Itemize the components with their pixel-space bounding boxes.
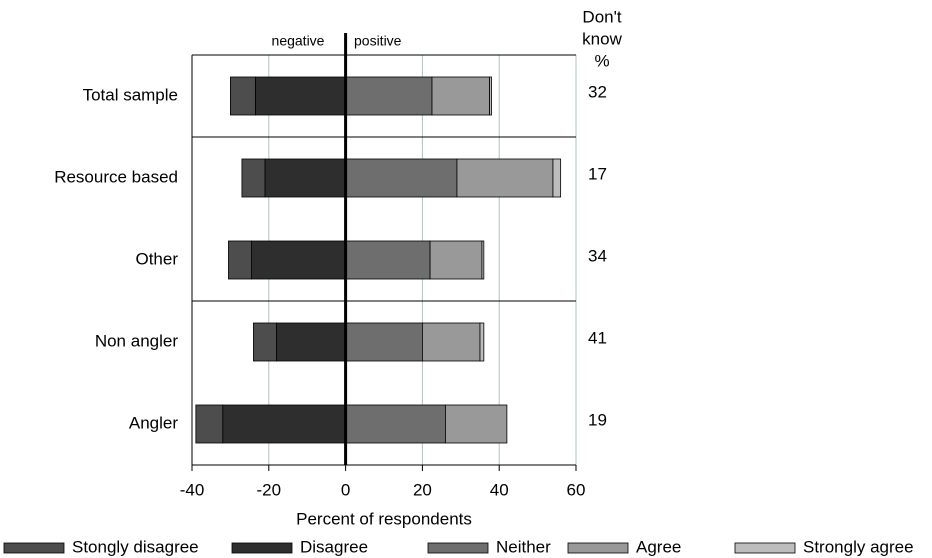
legend-swatch (231, 542, 293, 554)
dont-know-header: % (594, 51, 609, 70)
x-tick-label: 20 (413, 480, 432, 499)
legend-swatch (427, 542, 489, 554)
bar-segment (489, 76, 492, 116)
dont-know-value: 34 (588, 246, 607, 265)
category-label: Other (135, 249, 178, 268)
dont-know-header: know (582, 29, 622, 48)
legend-swatch (567, 542, 629, 554)
dont-know-header: Don't (582, 7, 621, 26)
x-tick-label: -20 (257, 480, 282, 499)
x-tick-label: 0 (341, 480, 350, 499)
bar-segment (264, 158, 346, 198)
bar-segment (431, 76, 490, 116)
bar-segment (479, 322, 485, 362)
bar-segment (241, 158, 266, 198)
bar-segment (345, 240, 431, 280)
dont-know-value: 41 (588, 328, 607, 347)
bar-segment (228, 240, 252, 280)
negative-label: negative (272, 33, 325, 49)
bar-segment (429, 240, 483, 280)
bar-segment (345, 322, 423, 362)
bar-segment (276, 322, 347, 362)
dont-know-value: 17 (588, 164, 607, 183)
x-tick-label: -40 (180, 480, 205, 499)
category-label: Resource based (54, 167, 178, 186)
bar-segment (445, 404, 508, 444)
bar-segment (254, 76, 346, 116)
bar-segment (345, 158, 458, 198)
bar-segment (229, 76, 256, 116)
positive-label: positive (354, 33, 402, 49)
bar-segment (421, 322, 481, 362)
legend-swatch (734, 542, 796, 554)
bar-segment (222, 404, 346, 444)
bar-segment (345, 76, 433, 116)
category-label: Angler (129, 413, 178, 432)
bar-segment (195, 404, 224, 444)
x-tick-label: 60 (567, 480, 586, 499)
dont-know-value: 32 (588, 82, 607, 101)
bar-segment (345, 404, 446, 444)
bar-segment (456, 158, 554, 198)
bar-segment (481, 240, 485, 280)
legend-label: Neither (496, 537, 551, 556)
dont-know-value: 19 (588, 410, 607, 429)
legend-label: Strongly agree (803, 537, 914, 556)
x-axis-label: Percent of respondents (296, 509, 472, 528)
legend-label: Disagree (300, 537, 368, 556)
bar-segment (253, 322, 277, 362)
category-label: Non angler (95, 331, 179, 350)
bar-segment (552, 158, 562, 198)
bar-segment (251, 240, 347, 280)
legend-label: Stongly disagree (72, 537, 199, 556)
legend-swatch (3, 542, 65, 554)
x-tick-label: 40 (490, 480, 509, 499)
category-label: Total sample (83, 85, 178, 104)
legend-label: Agree (636, 537, 681, 556)
